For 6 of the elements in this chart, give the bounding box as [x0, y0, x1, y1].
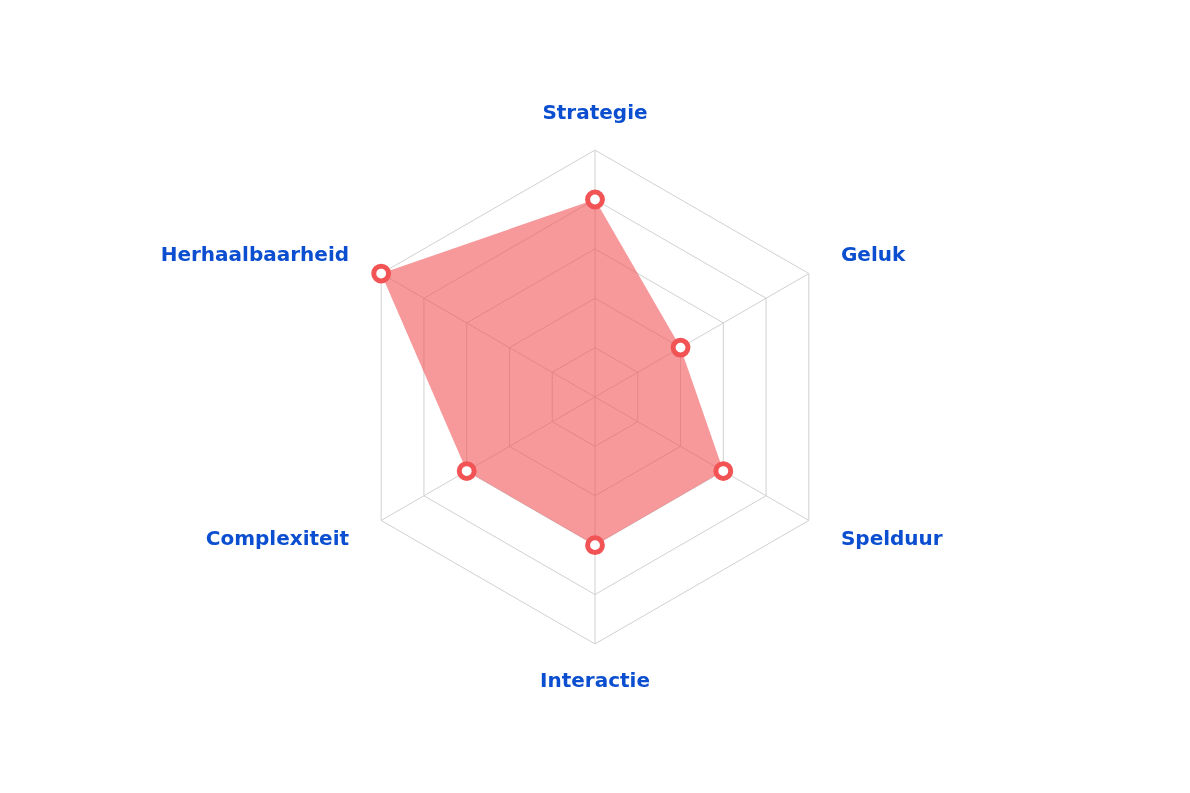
spoke-label: Spelduur — [840, 525, 943, 550]
spoke-label: Strategie — [542, 100, 648, 125]
spoke-label: Geluk — [840, 242, 906, 267]
spoke-label: Herhaalbaarheid — [160, 242, 350, 267]
spoke-label: Interactie — [540, 667, 650, 692]
spoke-label: Complexiteit — [205, 525, 350, 550]
